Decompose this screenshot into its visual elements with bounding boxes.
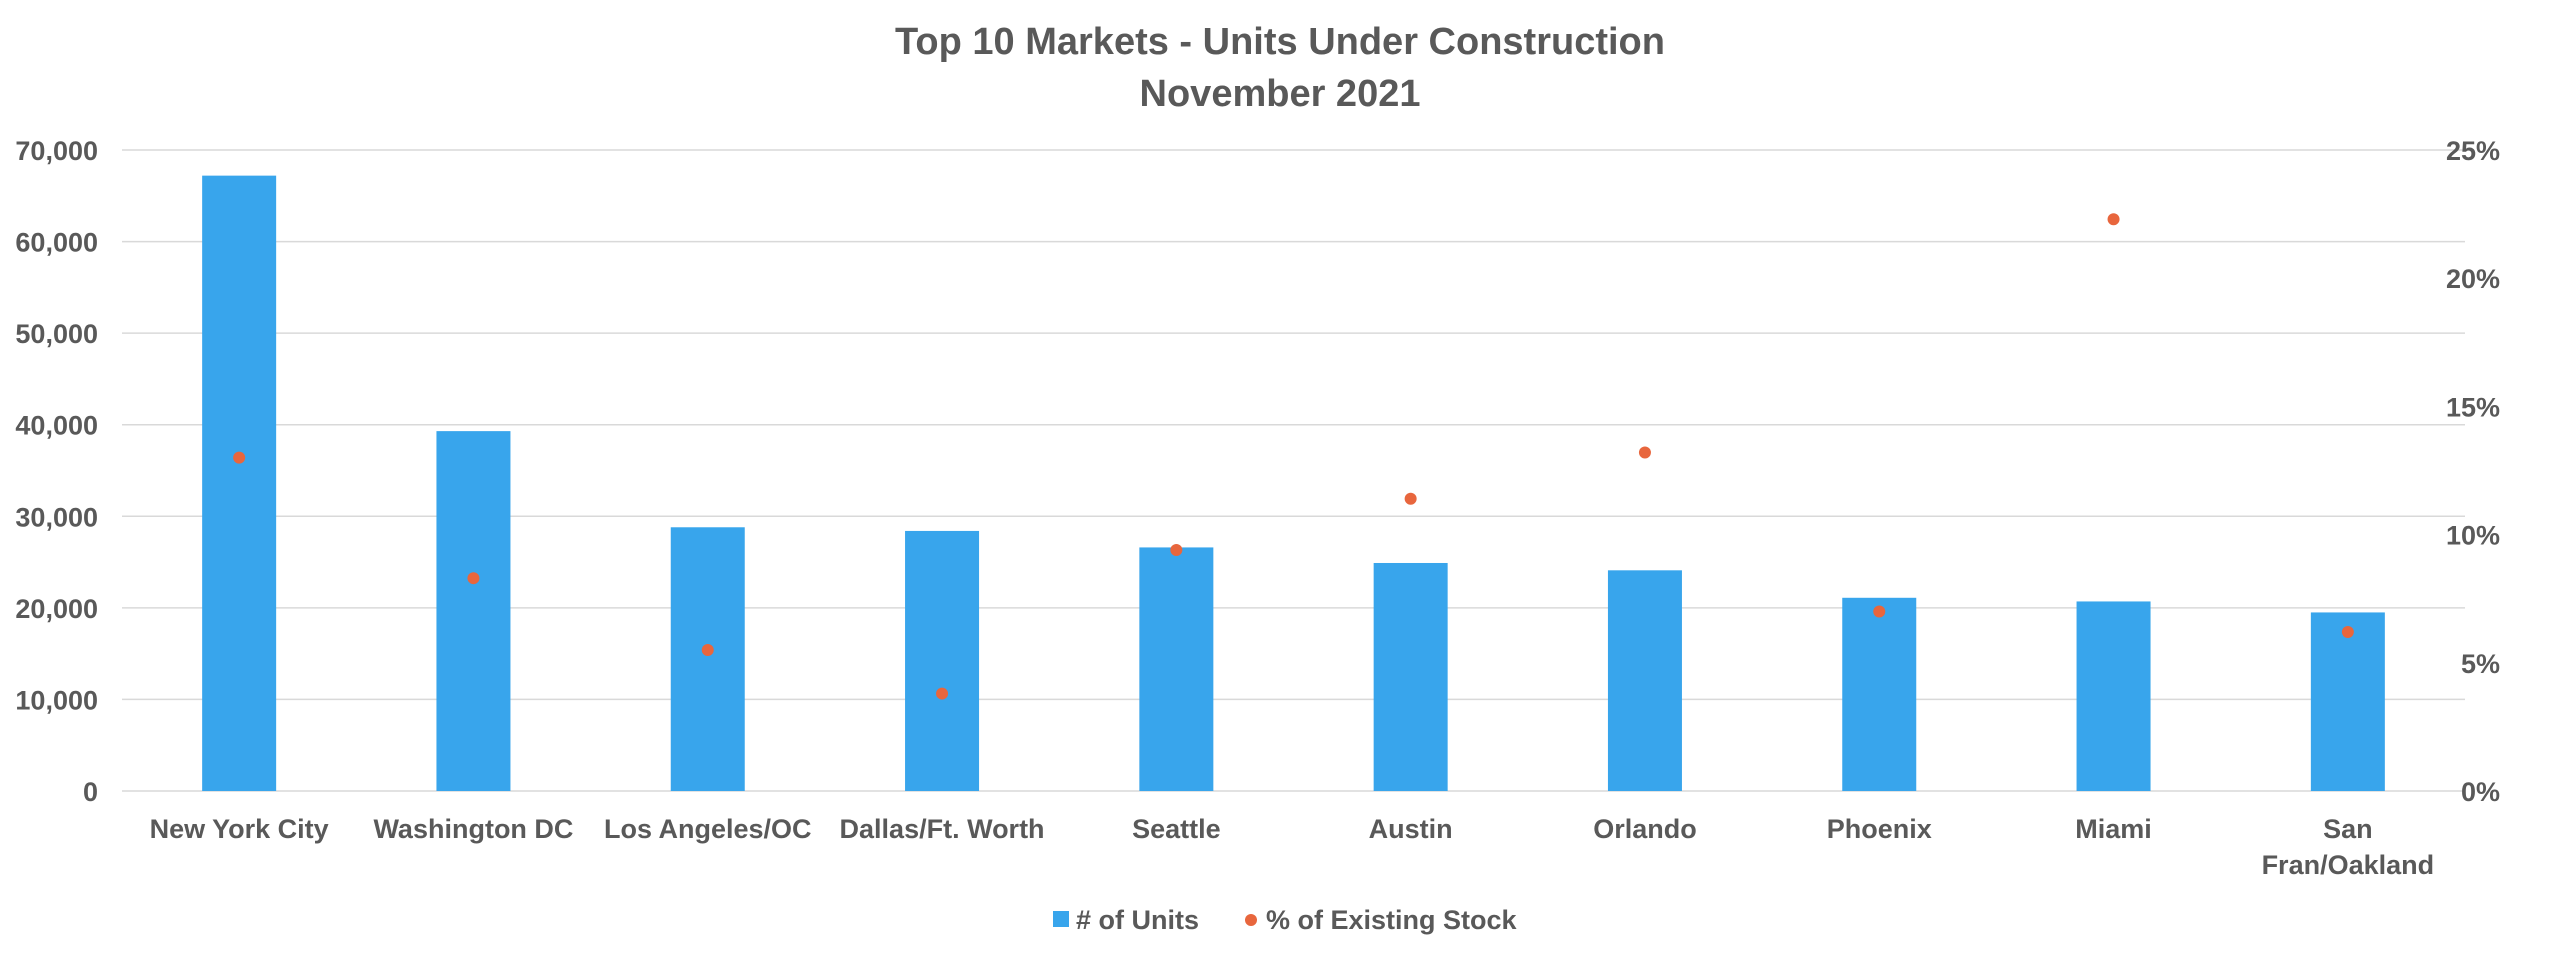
legend-label-existing-stock: % of Existing Stock [1266,905,1518,935]
legend-swatch-units [1053,911,1069,927]
bar-series [202,175,2385,791]
bar-units [905,530,980,791]
bar-units [1139,547,1214,791]
dot-existing-stock [1638,446,1651,459]
dot-existing-stock [701,643,714,656]
dot-existing-stock [1170,543,1183,556]
left-axis-tick-label: 30,000 [15,502,98,532]
left-axis-tick-label: 0 [83,777,98,807]
category-label: Los Angeles/OC [604,814,812,844]
dot-existing-stock [1404,492,1417,505]
category-label: Dallas/Ft. Worth [840,814,1045,844]
category-label: New York City [150,814,329,844]
category-label: Phoenix [1827,814,1932,844]
bar-units [2310,612,2385,791]
dot-series [233,213,2354,700]
bar-units [2076,601,2151,791]
bar-units [436,431,511,791]
dot-existing-stock [233,451,246,464]
legend-label-units: # of Units [1076,905,1199,935]
category-label: Austin [1369,814,1453,844]
right-y-axis: 0% 5% 10% 15% 20% 25% [2446,136,2500,807]
left-axis-tick-label: 10,000 [15,685,98,715]
bar-units [1607,570,1682,791]
right-axis-tick-label: 15% [2446,392,2500,422]
category-label: San Fran/Oakland [2262,814,2435,880]
left-axis-tick-label: 40,000 [15,411,98,441]
right-axis-tick-label: 20% [2446,264,2500,294]
bar-units [1842,597,1917,791]
chart-subtitle: November 2021 [1140,73,1421,115]
left-axis-tick-label: 20,000 [15,594,98,624]
right-axis-tick-label: 0% [2461,777,2500,807]
left-axis-tick-label: 60,000 [15,228,98,258]
gridlines [122,149,2465,792]
legend: # of Units % of Existing Stock [1053,905,1518,935]
category-axis: New York City Washington DC Los Angeles/OC… [150,814,2435,880]
chart-title: Top 10 Markets - Units Under Constructio… [895,21,1665,63]
right-axis-tick-label: 10% [2446,521,2500,551]
left-axis-tick-label: 50,000 [15,319,98,349]
dot-existing-stock [936,687,949,700]
dot-existing-stock [1873,605,1886,618]
dot-existing-stock [467,572,480,585]
left-y-axis: 0 10,000 20,000 30,000 40,000 50,000 60,000 70,… [15,136,98,807]
bar-units [1373,562,1448,791]
category-label: Seattle [1132,814,1221,844]
category-label: Orlando [1593,814,1697,844]
dot-existing-stock [2107,213,2120,226]
bar-units [202,175,277,791]
right-axis-tick-label: 25% [2446,136,2500,166]
category-label: Miami [2075,814,2152,844]
dot-existing-stock [2341,626,2354,639]
bar-units [670,527,745,791]
category-label: Washington DC [373,814,573,844]
legend-swatch-existing-stock [1245,914,1257,926]
right-axis-tick-label: 5% [2461,649,2500,679]
left-axis-tick-label: 70,000 [15,136,98,166]
